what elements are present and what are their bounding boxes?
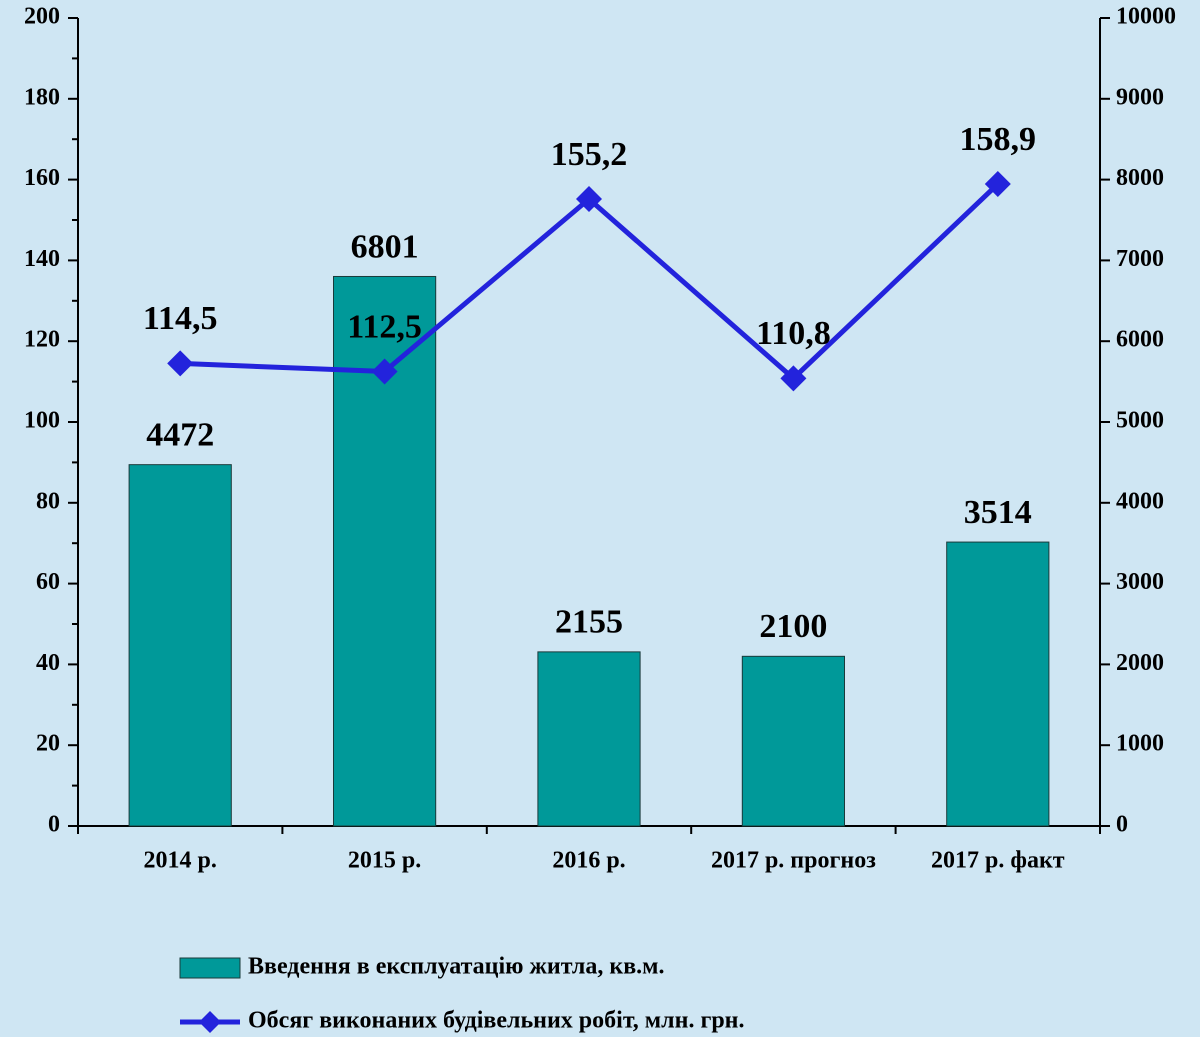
bar xyxy=(946,541,1050,827)
y2-tick-label: 7000 xyxy=(1116,246,1164,272)
x-tick-label: 2014 р. xyxy=(144,848,217,874)
y2-tick-label: 3000 xyxy=(1116,569,1164,595)
legend-label: Обсяг виконаних будівельних робіт, млн. … xyxy=(248,1008,745,1034)
bar-value-label: 2100 xyxy=(759,608,827,645)
x-tick-label: 2017 р. прогноз xyxy=(711,848,876,874)
y-tick-label: 120 xyxy=(24,327,60,353)
line-value-label: 114,5 xyxy=(143,300,218,337)
bar xyxy=(128,464,232,827)
y-tick-label: 100 xyxy=(24,408,60,434)
y-tick-label: 180 xyxy=(24,84,60,110)
y2-tick-label: 1000 xyxy=(1116,731,1164,757)
x-tick-label: 2016 р. xyxy=(552,848,625,874)
line-value-label: 112,5 xyxy=(347,308,422,345)
y-tick-label: 60 xyxy=(36,569,60,595)
bar-value-label: 2155 xyxy=(555,604,623,641)
y2-tick-label: 2000 xyxy=(1116,650,1164,676)
y-tick-label: 160 xyxy=(24,165,60,191)
line-marker xyxy=(984,171,1011,198)
legend-label: Введення в експлуатацію житла, кв.м. xyxy=(248,954,665,980)
bar-value-label: 3514 xyxy=(964,494,1032,531)
bar xyxy=(741,655,845,827)
y-tick-label: 140 xyxy=(24,246,60,272)
y-tick-label: 80 xyxy=(36,488,60,514)
bar-value-label: 6801 xyxy=(351,228,419,265)
y-tick-label: 20 xyxy=(36,731,60,757)
line-marker xyxy=(576,185,602,212)
line-marker xyxy=(371,358,398,385)
y2-tick-label: 6000 xyxy=(1116,327,1164,353)
legend-marker xyxy=(199,1011,221,1033)
line-marker xyxy=(780,365,807,392)
line-value-label: 110,8 xyxy=(756,315,831,352)
line-value-label: 155,2 xyxy=(551,136,628,173)
y-tick-label: 40 xyxy=(36,650,60,676)
y-tick-label: 200 xyxy=(24,4,60,30)
line-marker xyxy=(167,350,194,377)
bar xyxy=(537,651,641,827)
x-tick-label: 2017 р. факт xyxy=(931,848,1065,874)
y-tick-label: 0 xyxy=(48,812,60,838)
y2-tick-label: 9000 xyxy=(1116,84,1164,110)
y2-tick-label: 0 xyxy=(1116,812,1128,838)
y2-tick-label: 10000 xyxy=(1116,4,1176,30)
y2-tick-label: 4000 xyxy=(1116,488,1164,514)
legend-swatch xyxy=(179,957,241,979)
line xyxy=(180,182,1000,382)
y2-tick-label: 5000 xyxy=(1116,408,1164,434)
y2-tick-label: 8000 xyxy=(1116,165,1164,191)
x-tick-label: 2015 р. xyxy=(348,848,421,874)
bar-value-label: 4472 xyxy=(146,416,214,453)
line-value-label: 158,9 xyxy=(960,121,1037,158)
